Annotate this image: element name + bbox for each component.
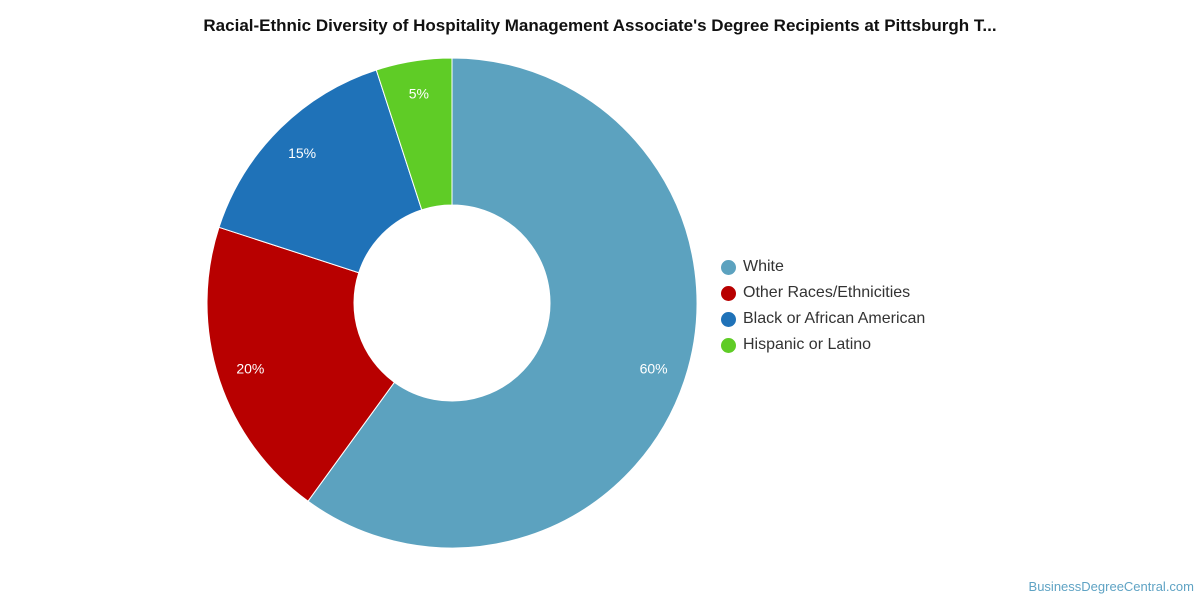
legend-marker	[721, 311, 736, 327]
legend-label: White	[743, 258, 784, 275]
slice-hispanic-or-latino	[375, 57, 453, 211]
legend-marker	[721, 337, 736, 353]
legend-item[interactable]: Black or African American	[721, 306, 925, 332]
legend: White Other Races/Ethnicities Black or Afr…	[721, 254, 925, 358]
slice-white	[307, 57, 698, 549]
slice-black-or-african-american	[218, 69, 423, 274]
legend-marker	[721, 285, 736, 301]
legend-label: Black or African American	[743, 310, 926, 327]
slice-label: 15%	[288, 145, 316, 161]
legend-marker	[721, 259, 736, 275]
legend-item[interactable]: Other Races/Ethnicities	[721, 280, 925, 306]
slice-other-races-ethnicities	[206, 226, 396, 502]
watermark: BusinessDegreeCentral.com	[1028, 579, 1194, 594]
slice-label: 60%	[640, 361, 668, 377]
legend-item[interactable]: Hispanic or Latino	[721, 332, 925, 358]
slice-label: 5%	[409, 86, 429, 102]
chart-title: Racial-Ethnic Diversity of Hospitality M…	[203, 16, 997, 35]
legend-item[interactable]: White	[721, 254, 925, 280]
legend-label: Other Races/Ethnicities	[743, 284, 911, 301]
slice-label: 20%	[236, 361, 264, 377]
legend-label: Hispanic or Latino	[743, 336, 872, 353]
